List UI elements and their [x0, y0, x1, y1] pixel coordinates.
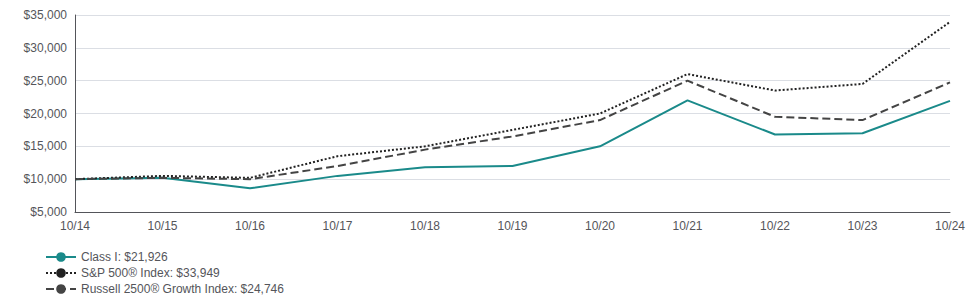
svg-text:10/21: 10/21: [672, 219, 702, 233]
svg-text:10/16: 10/16: [235, 219, 265, 233]
svg-text:$15,000: $15,000: [24, 139, 68, 153]
svg-text:$35,000: $35,000: [24, 8, 68, 22]
svg-text:10/22: 10/22: [760, 219, 790, 233]
svg-text:10/24: 10/24: [935, 219, 965, 233]
svg-text:$10,000: $10,000: [24, 172, 68, 186]
svg-text:Class I: $21,926: Class I: $21,926: [81, 250, 168, 264]
svg-text:$5,000: $5,000: [30, 205, 67, 219]
svg-text:10/20: 10/20: [585, 219, 615, 233]
svg-text:10/18: 10/18: [410, 219, 440, 233]
svg-text:Russell 2500® Growth Index: $2: Russell 2500® Growth Index: $24,746: [81, 282, 284, 296]
svg-text:S&P 500® Index: $33,949: S&P 500® Index: $33,949: [81, 266, 220, 280]
svg-text:$20,000: $20,000: [24, 107, 68, 121]
svg-text:$25,000: $25,000: [24, 74, 68, 88]
svg-text:10/19: 10/19: [497, 219, 527, 233]
svg-text:10/14: 10/14: [60, 219, 90, 233]
svg-text:10/23: 10/23: [847, 219, 877, 233]
svg-text:10/17: 10/17: [322, 219, 352, 233]
svg-text:10/15: 10/15: [147, 219, 177, 233]
svg-text:$30,000: $30,000: [24, 41, 68, 55]
